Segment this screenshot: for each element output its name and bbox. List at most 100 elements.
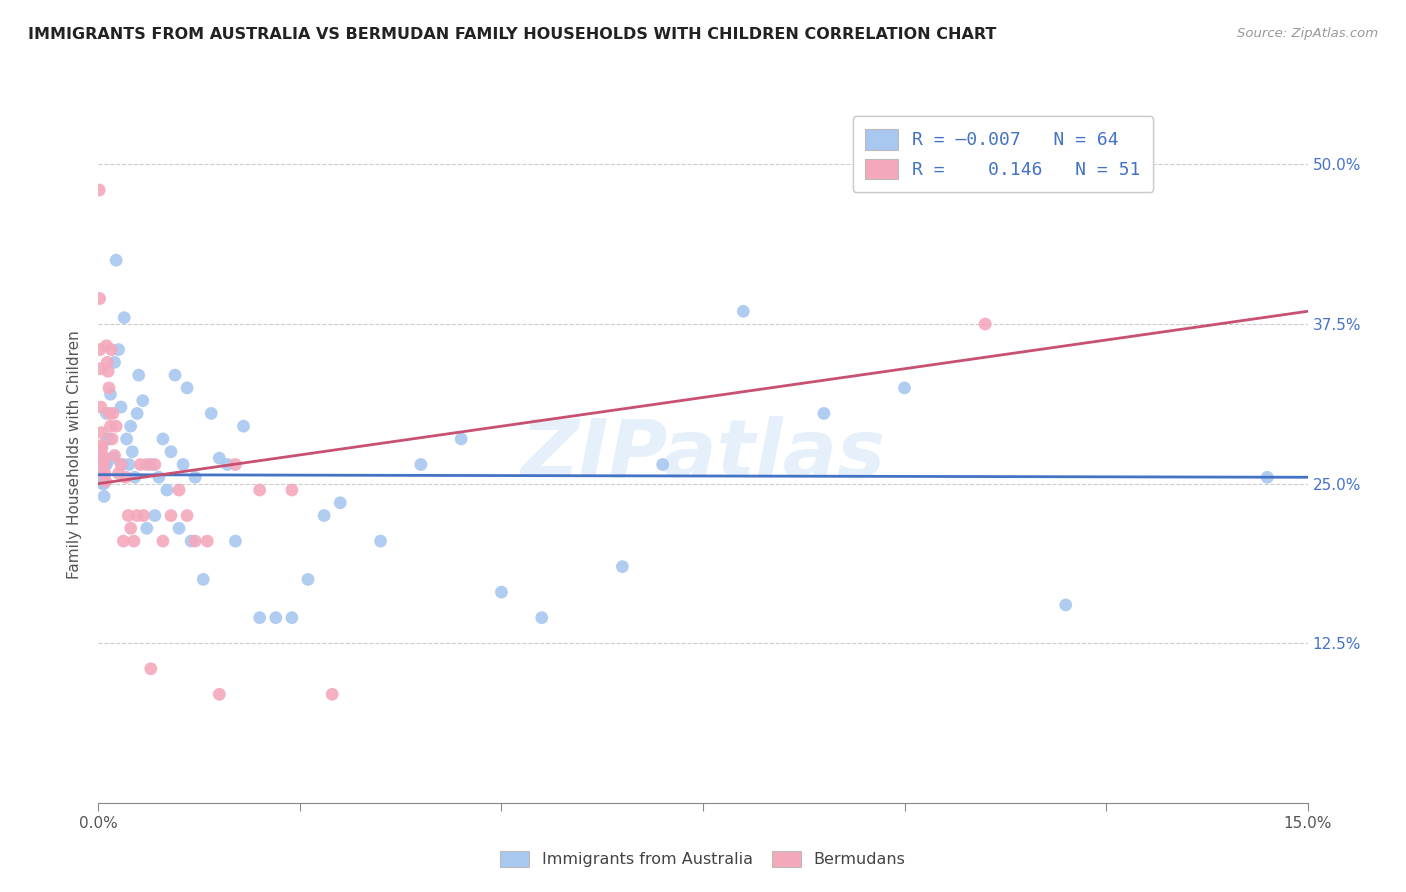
Point [143,458,166,472]
Point [249,610,271,624]
Point [148,470,170,484]
Point [96,339,118,353]
Point [163,368,186,383]
Point [813,406,835,420]
Point [974,317,997,331]
Point [94,458,117,472]
Point [232,419,254,434]
Point [107,467,129,481]
Point [127,508,149,523]
Point [329,496,352,510]
Text: Source: ZipAtlas.com: Source: ZipAtlas.com [1237,27,1378,40]
Legend: R = –0.007   N = 64, R =    0.146   N = 51: R = –0.007 N = 64, R = 0.146 N = 51 [853,116,1153,192]
Point [297,573,319,587]
Point [97,432,120,446]
Point [101,432,124,446]
Point [112,534,135,549]
Point [91,441,114,455]
Point [167,521,190,535]
Point [491,585,513,599]
Point [90,438,112,452]
Point [172,458,194,472]
Point [184,534,207,549]
Point [91,476,114,491]
Point [450,432,472,446]
Point [103,449,125,463]
Point [121,444,143,458]
Point [94,474,117,488]
Legend: Immigrants from Australia, Bermudans: Immigrants from Australia, Bermudans [492,843,914,875]
Point [98,406,121,420]
Y-axis label: Family Households with Children: Family Households with Children [67,331,83,579]
Point [152,432,174,446]
Point [96,458,118,472]
Point [1054,598,1077,612]
Point [105,419,128,434]
Point [103,355,125,369]
Point [124,470,146,484]
Point [160,508,183,523]
Point [160,444,183,458]
Text: IMMIGRANTS FROM AUSTRALIA VS BERMUDAN FAMILY HOUSEHOLDS WITH CHILDREN CORRELATIO: IMMIGRANTS FROM AUSTRALIA VS BERMUDAN FA… [28,27,997,42]
Point [612,559,634,574]
Point [110,400,132,414]
Point [135,458,157,472]
Point [224,458,246,472]
Point [139,662,162,676]
Point [120,521,142,535]
Point [89,183,111,197]
Point [530,610,553,624]
Point [195,534,218,549]
Point [90,425,112,440]
Point [200,406,222,420]
Point [132,393,155,408]
Point [93,467,115,481]
Point [893,381,915,395]
Point [89,292,111,306]
Point [370,534,392,549]
Point [93,458,115,472]
Point [93,490,115,504]
Point [127,406,149,420]
Point [114,470,136,484]
Point [167,483,190,497]
Point [152,534,174,549]
Point [184,470,207,484]
Point [193,573,215,587]
Point [733,304,755,318]
Point [97,381,120,395]
Point [89,343,111,357]
Point [89,361,111,376]
Point [1256,470,1278,484]
Point [224,534,246,549]
Point [156,483,179,497]
Point [176,381,198,395]
Point [122,534,145,549]
Point [143,508,166,523]
Point [217,458,239,472]
Point [91,464,114,478]
Point [409,458,432,472]
Point [208,451,231,466]
Point [281,483,304,497]
Point [112,310,135,325]
Text: ZIPatlas: ZIPatlas [520,416,886,494]
Point [249,483,271,497]
Point [94,467,117,481]
Point [118,458,141,472]
Point [651,458,673,472]
Point [132,508,155,523]
Point [97,432,120,446]
Point [97,364,120,378]
Point [91,470,114,484]
Point [96,406,118,420]
Point [135,521,157,535]
Point [101,406,124,420]
Point [100,343,122,357]
Point [91,449,114,463]
Point [105,253,128,268]
Point [93,476,115,491]
Point [110,458,132,472]
Point [139,458,162,472]
Point [128,368,150,383]
